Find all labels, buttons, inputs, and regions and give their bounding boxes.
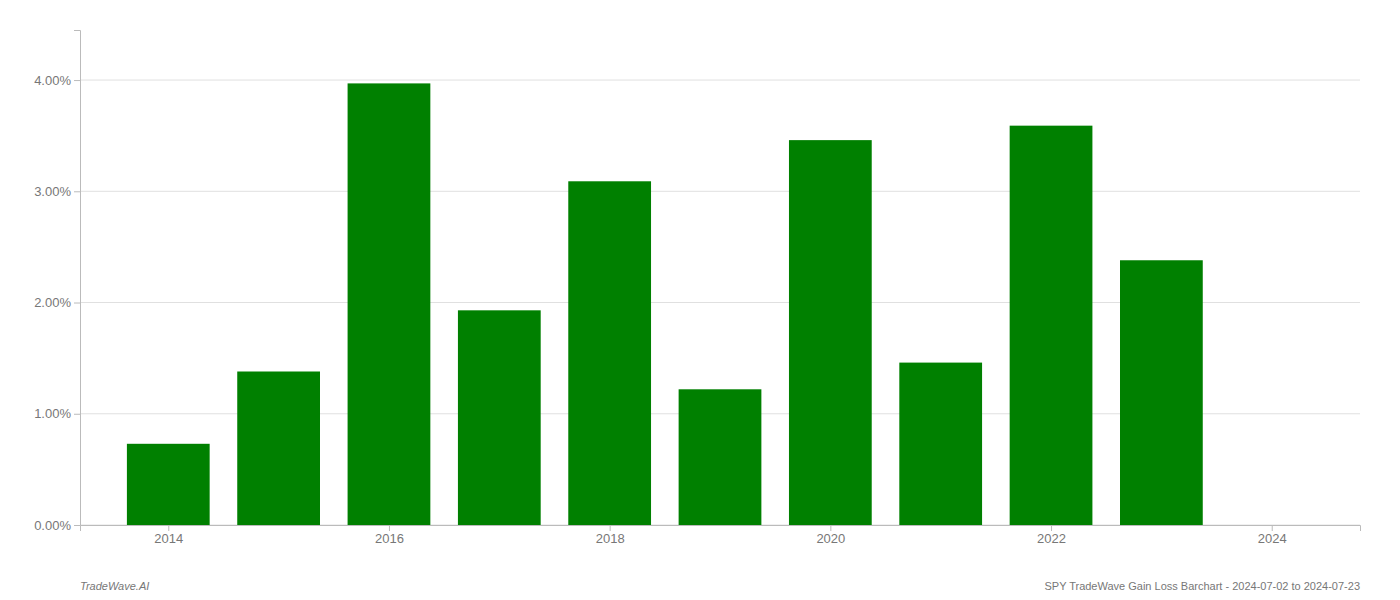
x-tick: 2016 [375,525,404,546]
chart: 0.00% 1.00% 2.00% 3.00% 4.00% 2014 2016 2018 202… [0,0,1400,600]
bar [568,181,651,525]
footer-right: SPY TradeWave Gain Loss Barchart - 2024-… [1044,580,1360,592]
grid-line [80,191,1360,192]
y-axis-line [74,31,81,526]
y-tick: 4.00% [34,73,80,88]
bars [127,83,1203,525]
y-axis: 0.00% 1.00% 2.00% 3.00% 4.00% [34,31,80,533]
x-tick-mark [830,525,831,531]
y-tick-mark [74,525,80,526]
x-tick-mark [389,525,390,531]
grid-line [80,80,1360,81]
grid [80,80,1360,525]
bar [899,363,982,525]
bar [348,83,431,525]
x-tick-label: 2020 [816,531,845,546]
x-tick-label: 2016 [375,531,404,546]
bar [789,140,872,525]
x-tick: 2024 [1258,525,1287,546]
x-tick-label: 2024 [1258,531,1287,546]
y-tick: 1.00% [34,406,80,421]
y-tick-mark [74,414,80,415]
y-tick: 0.00% [34,518,80,533]
y-tick-label: 3.00% [34,184,71,199]
bar [1010,126,1093,525]
footer-left: TradeWave.AI [80,580,149,592]
x-tick-mark [1051,525,1052,531]
x-tick-label: 2018 [596,531,625,546]
y-tick-label: 1.00% [34,406,71,421]
y-tick-label: 2.00% [34,295,71,310]
x-tick: 2022 [1037,525,1066,546]
y-tick: 3.00% [34,184,80,199]
x-tick: 2014 [154,525,183,546]
x-tick: 2018 [596,525,625,546]
y-tick-label: 0.00% [34,518,71,533]
x-tick: 2020 [816,525,845,546]
plot: 0.00% 1.00% 2.00% 3.00% 4.00% 2014 2016 2018 202… [34,31,1360,547]
bar [679,389,762,525]
x-axis-line [81,526,1361,532]
x-tick-label: 2022 [1037,531,1066,546]
bar [458,310,541,525]
y-tick: 2.00% [34,295,80,310]
bar [1120,260,1203,525]
x-tick-mark [610,525,611,531]
x-tick-label: 2014 [154,531,183,546]
bar [237,371,320,525]
y-tick-mark [74,80,80,81]
bar [127,444,210,525]
y-tick-mark [74,191,80,192]
x-axis: 2014 2016 2018 2020 2022 2024 [81,525,1361,546]
x-tick-mark [168,525,169,531]
y-tick-mark [74,303,80,304]
y-tick-label: 4.00% [34,73,71,88]
x-tick-mark [1272,525,1273,531]
